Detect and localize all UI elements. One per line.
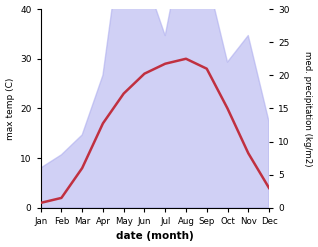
X-axis label: date (month): date (month) — [116, 231, 194, 242]
Y-axis label: med. precipitation (kg/m2): med. precipitation (kg/m2) — [303, 51, 313, 166]
Y-axis label: max temp (C): max temp (C) — [5, 77, 15, 140]
